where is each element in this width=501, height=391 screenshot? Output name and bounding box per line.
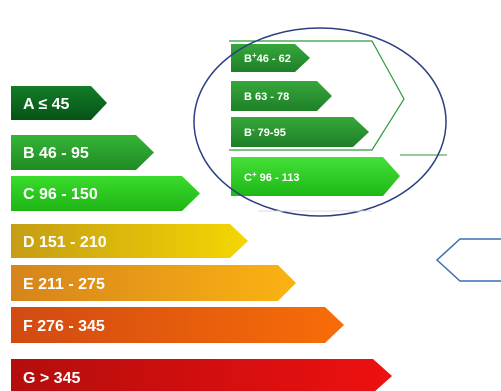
- result-pointer-arrow: [435, 238, 501, 282]
- rating-bar-g: G > 345: [11, 359, 392, 391]
- rating-bar-b: B 46 - 95: [11, 135, 154, 170]
- rating-label-d: D 151 - 210: [23, 234, 107, 251]
- rating-bar-f: F 276 - 345: [11, 307, 344, 343]
- rating-bar-e: E 211 - 275: [11, 265, 296, 301]
- zoom-label-b-minus: B- 79-95: [244, 125, 286, 139]
- zoom-bar-c-plus: C+ 96 - 113: [231, 157, 400, 196]
- zoom-label-b: B 63 - 78: [244, 91, 289, 103]
- rating-bar-d: D 151 - 210: [11, 224, 248, 258]
- zoom-bar-b-minus: B- 79-95: [231, 117, 369, 147]
- zoom-ellipse: [193, 27, 447, 217]
- rating-label-g: G > 345: [23, 370, 80, 387]
- zoom-callout: B+46 - 62 B 63 - 78 B- 79-95 C+ 96 - 113: [193, 27, 447, 217]
- zoom-bar-b-plus: B+46 - 62: [231, 44, 310, 72]
- main-scale: A ≤ 45 B 46 - 95 C 96 - 150 D 151 - 210 …: [11, 86, 392, 391]
- rating-bar-a: A ≤ 45: [11, 86, 107, 120]
- zoom-label-b-plus: B+46 - 62: [244, 51, 291, 65]
- rating-label-a: A ≤ 45: [23, 96, 70, 113]
- rating-bar-c: C 96 - 150: [11, 176, 200, 211]
- zoom-bar-b: B 63 - 78: [231, 81, 332, 111]
- zoom-label-c-plus: C+ 96 - 113: [244, 170, 299, 184]
- rating-label-b: B 46 - 95: [23, 145, 89, 162]
- rating-label-f: F 276 - 345: [23, 318, 105, 335]
- rating-label-c: C 96 - 150: [23, 186, 98, 203]
- rating-label-e: E 211 - 275: [23, 276, 105, 293]
- zoom-outline: [229, 40, 405, 151]
